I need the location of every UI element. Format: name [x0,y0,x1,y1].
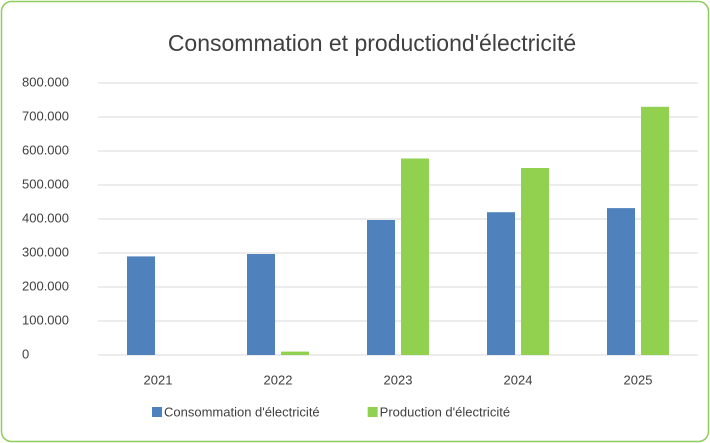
bar [281,351,309,355]
y-tick-label: 100.000 [22,312,69,327]
bar [401,158,429,355]
x-tick-label: 2021 [144,372,173,387]
y-tick-label: 0 [22,346,29,361]
bar [607,208,635,355]
legend-label: Production d'électricité [380,404,510,419]
bar [247,254,275,355]
x-tick-label: 2024 [504,372,533,387]
y-tick-label: 500.000 [22,176,69,191]
legend-label: Consommation d'électricité [164,404,320,419]
bar [367,220,395,355]
x-tick-label: 2025 [624,372,653,387]
chart-title: Consommation et productiond'électricité [168,30,576,56]
legend-swatch [367,407,378,417]
y-tick-label: 200.000 [22,278,69,293]
bar [487,212,515,355]
bar [127,256,155,355]
y-tick-label: 700.000 [22,108,69,123]
bar [521,168,549,355]
y-tick-label: 400.000 [22,210,69,225]
x-tick-label: 2023 [384,372,413,387]
bar [641,106,669,355]
legend-swatch [152,407,162,417]
y-tick-label: 600.000 [22,142,69,157]
y-tick-label: 300.000 [22,244,69,259]
y-tick-label: 800.000 [22,74,69,89]
x-tick-label: 2022 [264,372,293,387]
